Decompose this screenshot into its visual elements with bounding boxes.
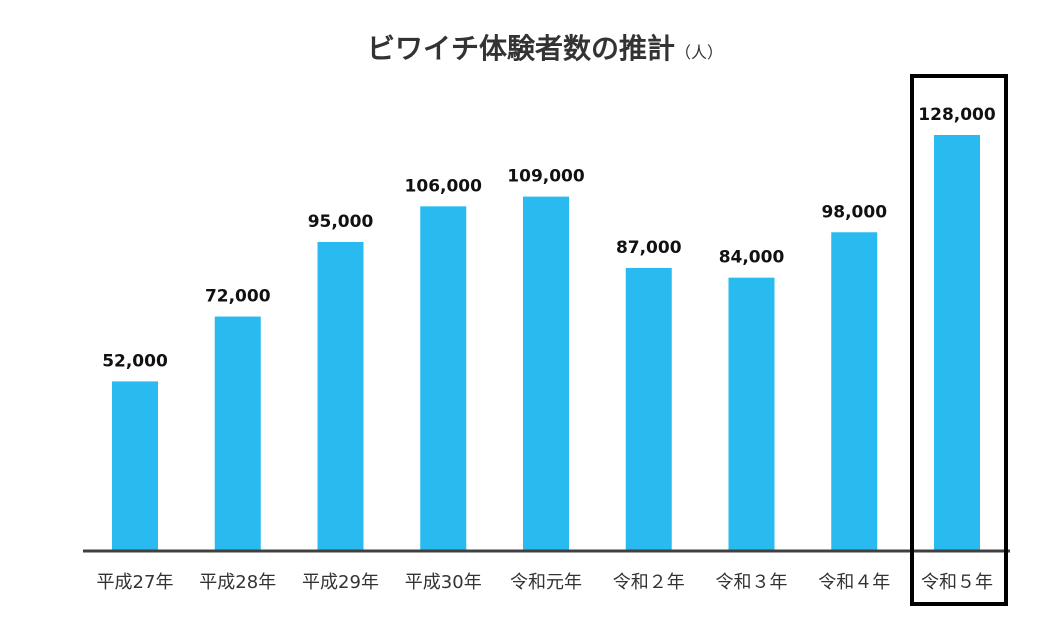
category-label-1: 平成27年: [97, 572, 174, 593]
category-labels: 平成27年 平成28年 平成29年 平成30年 令和元年 令和２年 令和３年 令和４年 令和５年: [97, 572, 993, 593]
bar-1: [112, 381, 158, 550]
category-label-6: 令和２年: [613, 572, 685, 593]
category-label-5: 令和元年: [510, 572, 582, 593]
chart-title-text: ビワイチ体験者数の推計: [367, 32, 675, 65]
chart-title: ビワイチ体験者数の推計（人）: [367, 32, 723, 65]
category-label-9: 令和５年: [921, 572, 993, 593]
category-label-4: 平成30年: [405, 572, 482, 593]
value-label-3: 95,000: [308, 212, 374, 232]
bar-4: [420, 206, 467, 550]
category-label-7: 令和３年: [716, 572, 788, 593]
chart-title-unit: （人）: [675, 43, 723, 62]
bar-9: [934, 135, 980, 550]
value-label-1: 52,000: [102, 351, 168, 371]
value-labels: 52,000 72,000 95,000 106,000 109,000 87,000 84…: [102, 105, 996, 371]
value-label-2: 72,000: [205, 287, 271, 307]
bar-6: [625, 267, 672, 550]
value-label-7: 84,000: [719, 248, 785, 268]
bars: [112, 135, 980, 551]
bar-7: [728, 277, 775, 550]
highlight-box: [910, 74, 1008, 606]
value-label-8: 98,000: [821, 202, 887, 222]
bar-8: [831, 232, 878, 550]
category-label-3: 平成29年: [302, 572, 379, 593]
value-label-6: 87,000: [616, 238, 682, 258]
bar-2: [214, 316, 261, 550]
bar-3: [317, 241, 364, 551]
category-label-2: 平成28年: [199, 572, 276, 593]
bar-5: [523, 196, 569, 550]
category-label-8: 令和４年: [818, 572, 890, 593]
value-label-4: 106,000: [405, 176, 483, 196]
value-label-9: 128,000: [918, 105, 996, 125]
value-label-5: 109,000: [507, 167, 585, 187]
